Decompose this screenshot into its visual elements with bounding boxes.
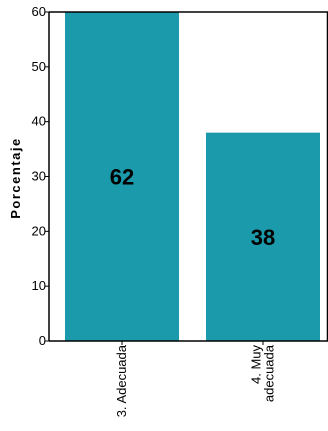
x-tick-label: 3. Adecuada [114,344,129,417]
x-tick-label: 4. Muy [249,345,264,385]
y-axis-label: Porcentaje [8,137,23,218]
data-label: 62 [110,165,134,190]
y-tick-label: 30 [32,169,46,184]
y-tick-label: 40 [32,114,46,129]
y-tick-label: 10 [32,278,46,293]
bars [65,12,320,341]
data-labels: 62 38 [110,165,275,250]
y-ticks: 0 10 20 30 40 50 60 [32,4,49,348]
x-tick-label: adecuada [262,344,277,402]
y-tick-label: 20 [32,223,46,238]
y-tick-label: 50 [32,59,46,74]
y-tick-label: 60 [32,4,46,19]
bar [65,12,179,341]
bar [206,132,320,341]
data-label: 38 [251,225,275,250]
y-tick-label: 0 [39,333,46,348]
